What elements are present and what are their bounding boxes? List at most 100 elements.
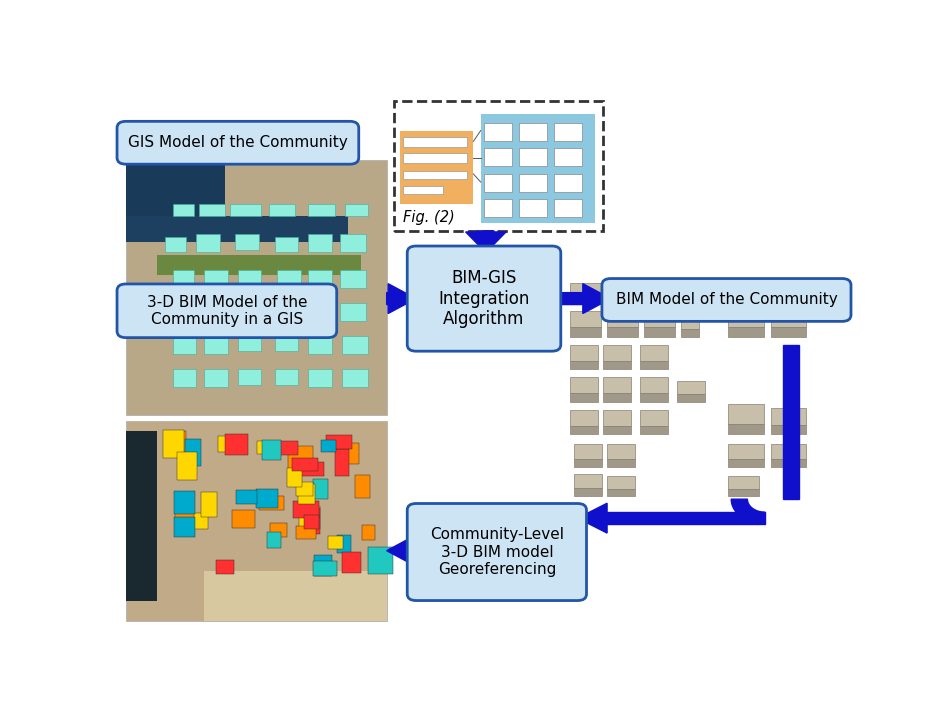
FancyBboxPatch shape: [571, 297, 718, 304]
FancyBboxPatch shape: [400, 130, 473, 203]
FancyBboxPatch shape: [256, 489, 278, 508]
Text: BIM Model of the Community: BIM Model of the Community: [615, 292, 837, 308]
FancyBboxPatch shape: [342, 552, 361, 573]
FancyBboxPatch shape: [481, 114, 594, 222]
FancyBboxPatch shape: [724, 278, 763, 295]
FancyBboxPatch shape: [519, 123, 547, 141]
FancyBboxPatch shape: [571, 327, 601, 337]
FancyBboxPatch shape: [368, 548, 393, 574]
FancyBboxPatch shape: [571, 410, 598, 426]
FancyBboxPatch shape: [403, 153, 467, 163]
FancyBboxPatch shape: [117, 284, 337, 338]
FancyBboxPatch shape: [174, 491, 195, 514]
FancyBboxPatch shape: [771, 444, 806, 459]
FancyBboxPatch shape: [257, 441, 274, 455]
FancyBboxPatch shape: [335, 448, 350, 476]
FancyBboxPatch shape: [126, 431, 157, 601]
FancyBboxPatch shape: [603, 426, 631, 434]
FancyBboxPatch shape: [571, 393, 598, 401]
FancyBboxPatch shape: [607, 476, 635, 489]
FancyBboxPatch shape: [394, 101, 603, 231]
FancyBboxPatch shape: [293, 501, 319, 518]
FancyBboxPatch shape: [728, 327, 763, 337]
Text: BIM-GIS
Integration
Algorithm: BIM-GIS Integration Algorithm: [438, 269, 530, 328]
FancyBboxPatch shape: [269, 203, 296, 216]
FancyBboxPatch shape: [313, 560, 337, 576]
FancyBboxPatch shape: [173, 203, 193, 216]
FancyBboxPatch shape: [361, 525, 374, 541]
FancyBboxPatch shape: [204, 571, 387, 621]
FancyBboxPatch shape: [266, 532, 282, 548]
FancyBboxPatch shape: [238, 270, 262, 285]
FancyBboxPatch shape: [171, 431, 186, 453]
FancyBboxPatch shape: [571, 360, 598, 369]
FancyBboxPatch shape: [196, 234, 220, 252]
FancyBboxPatch shape: [555, 123, 582, 141]
FancyBboxPatch shape: [275, 303, 298, 318]
FancyBboxPatch shape: [232, 510, 254, 528]
FancyBboxPatch shape: [403, 137, 467, 147]
Text: Community-Level
3-D BIM model
Georeferencing: Community-Level 3-D BIM model Georeferen…: [429, 527, 564, 577]
FancyBboxPatch shape: [603, 377, 631, 393]
FancyBboxPatch shape: [275, 370, 298, 384]
FancyBboxPatch shape: [483, 174, 512, 191]
FancyBboxPatch shape: [326, 435, 352, 448]
FancyBboxPatch shape: [644, 327, 675, 337]
FancyBboxPatch shape: [677, 381, 704, 394]
FancyBboxPatch shape: [483, 123, 512, 141]
FancyBboxPatch shape: [571, 377, 598, 393]
FancyBboxPatch shape: [555, 199, 582, 218]
FancyBboxPatch shape: [126, 161, 225, 232]
FancyBboxPatch shape: [519, 149, 547, 166]
FancyBboxPatch shape: [235, 234, 259, 249]
FancyBboxPatch shape: [337, 536, 351, 553]
FancyBboxPatch shape: [483, 199, 512, 218]
FancyBboxPatch shape: [771, 310, 806, 327]
Polygon shape: [552, 284, 611, 313]
FancyBboxPatch shape: [339, 303, 366, 321]
FancyBboxPatch shape: [339, 270, 366, 288]
FancyBboxPatch shape: [640, 410, 668, 426]
FancyBboxPatch shape: [204, 303, 228, 321]
FancyBboxPatch shape: [185, 439, 201, 465]
FancyBboxPatch shape: [262, 440, 281, 460]
FancyBboxPatch shape: [308, 370, 332, 387]
FancyBboxPatch shape: [607, 327, 638, 337]
FancyBboxPatch shape: [555, 149, 582, 166]
FancyBboxPatch shape: [602, 279, 851, 321]
FancyBboxPatch shape: [126, 216, 348, 242]
FancyBboxPatch shape: [163, 430, 184, 458]
Polygon shape: [465, 231, 506, 253]
Polygon shape: [387, 284, 416, 313]
FancyBboxPatch shape: [771, 425, 806, 434]
FancyBboxPatch shape: [298, 484, 315, 504]
FancyBboxPatch shape: [308, 337, 332, 354]
FancyBboxPatch shape: [607, 459, 635, 467]
FancyBboxPatch shape: [173, 517, 194, 537]
FancyBboxPatch shape: [771, 459, 806, 467]
FancyBboxPatch shape: [342, 337, 369, 354]
FancyBboxPatch shape: [607, 310, 638, 327]
FancyBboxPatch shape: [238, 370, 262, 384]
FancyBboxPatch shape: [571, 426, 598, 434]
FancyBboxPatch shape: [403, 186, 444, 194]
FancyBboxPatch shape: [204, 370, 228, 387]
FancyBboxPatch shape: [297, 527, 316, 539]
FancyBboxPatch shape: [644, 310, 675, 327]
FancyBboxPatch shape: [225, 434, 248, 455]
FancyBboxPatch shape: [177, 453, 196, 480]
FancyBboxPatch shape: [771, 327, 806, 337]
FancyBboxPatch shape: [296, 482, 313, 496]
FancyBboxPatch shape: [259, 496, 283, 510]
FancyBboxPatch shape: [304, 515, 319, 529]
Text: GIS Model of the Community: GIS Model of the Community: [128, 135, 348, 150]
FancyBboxPatch shape: [328, 536, 343, 549]
Polygon shape: [387, 536, 416, 565]
FancyBboxPatch shape: [681, 329, 699, 337]
Polygon shape: [731, 499, 765, 524]
FancyBboxPatch shape: [519, 199, 547, 218]
FancyBboxPatch shape: [574, 474, 602, 489]
FancyBboxPatch shape: [173, 337, 196, 354]
FancyBboxPatch shape: [199, 203, 225, 216]
FancyBboxPatch shape: [126, 420, 387, 621]
